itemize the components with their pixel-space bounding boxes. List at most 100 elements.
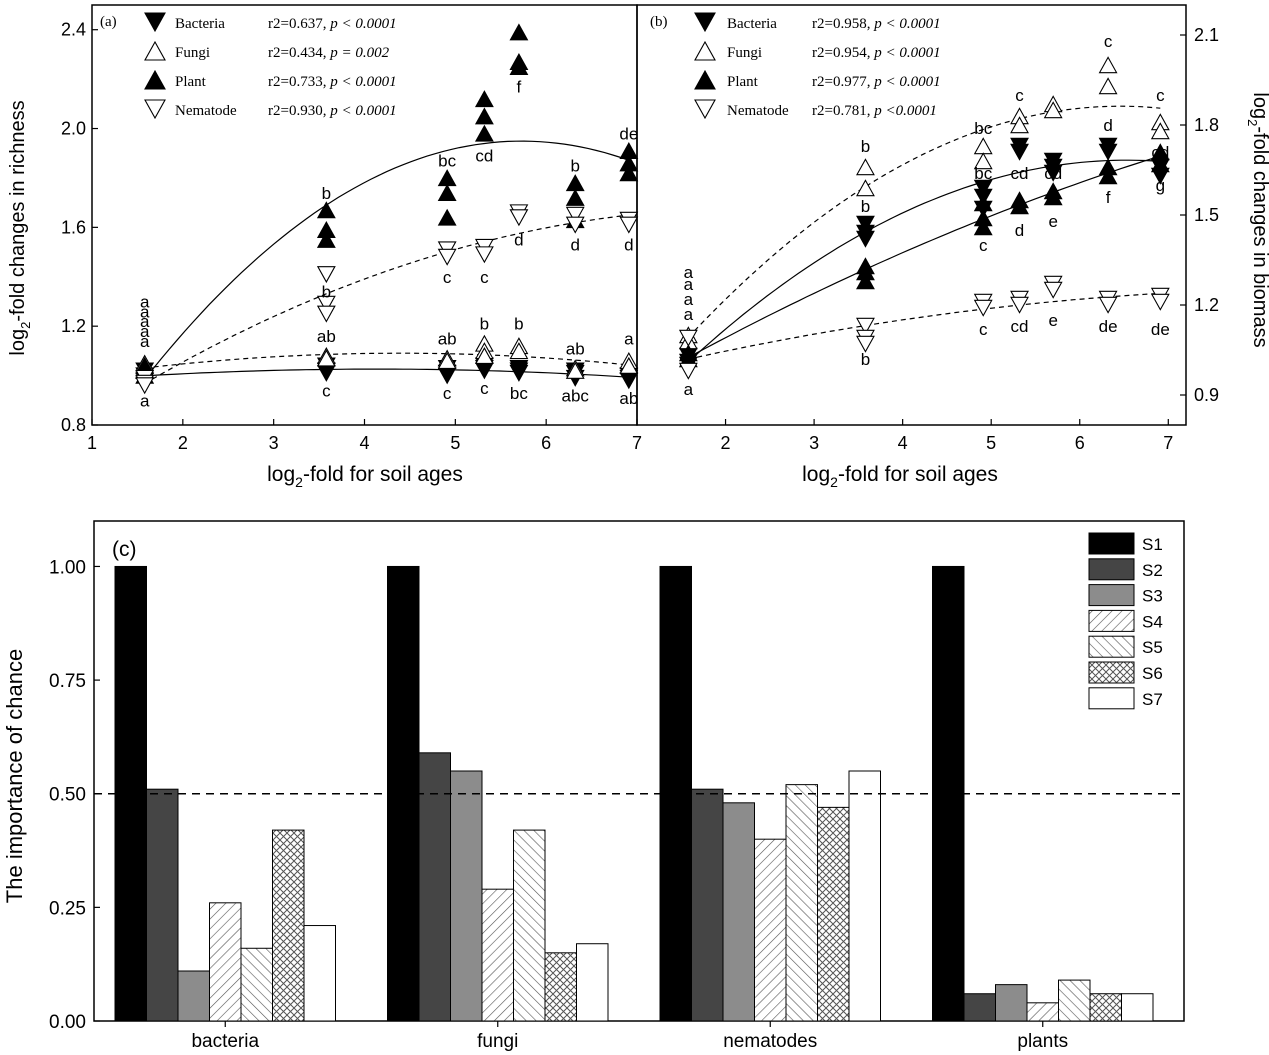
significance-letter: b <box>514 315 523 334</box>
marker-fungi <box>856 158 875 176</box>
legend-swatch-s5 <box>1088 635 1135 658</box>
panel-b-x-axis-label: log2-fold for soil ages <box>802 463 998 490</box>
y-tick-label: 0.00 <box>49 1012 86 1033</box>
bar-nematodes-s5 <box>785 784 818 1022</box>
marker-plant <box>509 23 529 41</box>
marker-bacteria <box>1043 164 1063 182</box>
x-tick-label: 7 <box>632 433 642 453</box>
significance-letter: a <box>140 322 150 341</box>
bar-nematodes-s7 <box>848 770 881 1022</box>
panel-b-label: (b) <box>650 14 668 30</box>
panel-a-fit-lines <box>144 140 629 385</box>
marker-plant <box>1043 188 1063 206</box>
significance-letter: de <box>619 124 638 143</box>
fit-line-bacteria <box>687 159 1161 363</box>
marker-fungi <box>565 361 585 379</box>
significance-letter: a <box>140 302 150 321</box>
panel-c-chance: (c) 0.00 0.25 0.50 0.75 1.00 bacteria fungi ne… <box>2 520 1185 1052</box>
x-tick-label: 1 <box>87 433 97 453</box>
marker-bacteria <box>973 179 993 197</box>
bar-bacteria-s2 <box>146 788 179 1022</box>
legend-label-plant: Plant <box>175 74 207 90</box>
marker-plant <box>565 174 585 192</box>
significance-letter: cd <box>1151 143 1169 162</box>
marker-plant <box>474 107 494 125</box>
bar-bacteria-s4 <box>209 902 242 1022</box>
marker-fungi <box>619 356 639 374</box>
marker-fungi <box>316 349 336 367</box>
significance-letter: ab <box>619 389 638 408</box>
panel-b-legend: Bacteria r2=0.958, p < 0.0001 Fungi r2=0.95… <box>694 12 941 120</box>
significance-letter: b <box>861 350 870 369</box>
marker-bacteria <box>509 364 529 382</box>
significance-letter: a <box>684 290 694 309</box>
significance-letter: cd <box>1011 164 1029 183</box>
significance-letter: d <box>1015 221 1024 240</box>
y-tick-label: 2.0 <box>61 119 86 139</box>
marker-plant <box>1010 197 1029 215</box>
marker-nematode <box>1098 296 1118 314</box>
marker-nematode <box>474 246 494 264</box>
significance-letter: d <box>570 236 579 255</box>
legend-label-s6: S6 <box>1142 664 1163 683</box>
category-label-bacteria: bacteria <box>191 1031 259 1052</box>
bar-plants-s6 <box>1089 993 1122 1022</box>
marker-nematode <box>1043 281 1063 299</box>
legend-stat-fungi: r2=0.954, p < 0.0001 <box>812 45 941 61</box>
marker-nematode <box>316 266 336 284</box>
bar-fungi-s4 <box>481 888 514 1022</box>
marker-fungi <box>1098 77 1118 95</box>
legend-stat-nematode: r2=0.781, p <0.0001 <box>812 103 937 119</box>
significance-letter: c <box>1015 86 1024 105</box>
significance-letter: f <box>517 78 522 97</box>
legend-swatch-s1 <box>1088 532 1135 555</box>
legend-label-bacteria: Bacteria <box>175 16 225 32</box>
panel-c-y-axis-label: The importance of chance <box>2 649 27 903</box>
legend-stat-nematode: r2=0.930, p < 0.0001 <box>268 103 397 119</box>
fit-line-fungi <box>144 352 629 369</box>
marker-plant <box>316 230 336 248</box>
significance-letter: a <box>684 305 694 324</box>
y-tick-label: 0.50 <box>49 785 86 806</box>
marker-nematode <box>973 299 993 317</box>
significance-letter: e <box>1048 212 1057 231</box>
legend-stat-p: p <0.0001 <box>873 103 937 119</box>
marker-fungi <box>1010 116 1029 134</box>
legend-label-s1: S1 <box>1142 535 1163 554</box>
legend-swatch-s7 <box>1088 687 1135 710</box>
marker-nematode <box>316 305 336 323</box>
legend-label-s2: S2 <box>1142 561 1163 580</box>
y-tick-label: 1.2 <box>61 316 86 336</box>
panel-c-x-ticks: bacteria fungi nematodes plants <box>191 1021 1068 1052</box>
marker-fungi <box>509 342 529 360</box>
significance-letter: d <box>624 236 633 255</box>
category-label-plants: plants <box>1017 1031 1068 1052</box>
significance-letter: cd <box>475 147 493 166</box>
significance-letter: ab <box>438 330 457 349</box>
x-tick-label: 2 <box>178 433 188 453</box>
y-tick-label: 2.1 <box>1194 25 1219 45</box>
legend-marker-fungi <box>694 40 716 61</box>
y-tick-label: 1.5 <box>1194 205 1219 225</box>
bar-fungi-s7 <box>576 943 609 1022</box>
x-tick-label: 7 <box>1163 433 1173 453</box>
marker-nematode <box>437 248 457 266</box>
panel-a-legend: Bacteria r2=0.637, p < 0.0001 Fungi r2=0.43… <box>144 12 397 120</box>
legend-label-fungi: Fungi <box>175 45 210 61</box>
legend-label-bacteria: Bacteria <box>727 16 777 32</box>
panel-a-label: (a) <box>100 14 117 30</box>
marker-fungi <box>973 137 993 155</box>
panel-a-y-axis-label: log2-fold changes in richness <box>7 100 33 355</box>
bar-fungi-s3 <box>450 770 483 1022</box>
significance-letter: cd <box>1011 317 1029 336</box>
fit-line-bacteria <box>144 368 629 378</box>
fit-line-plant <box>688 155 1161 358</box>
marker-plant <box>437 169 457 187</box>
marker-nematode <box>1010 296 1029 314</box>
legend-label-s7: S7 <box>1142 690 1163 709</box>
bar-bacteria-s3 <box>177 970 210 1022</box>
panel-b-y-axis-label: log2-fold changes in biomass <box>1245 92 1269 347</box>
legend-stat-p: p < 0.0001 <box>873 74 940 90</box>
